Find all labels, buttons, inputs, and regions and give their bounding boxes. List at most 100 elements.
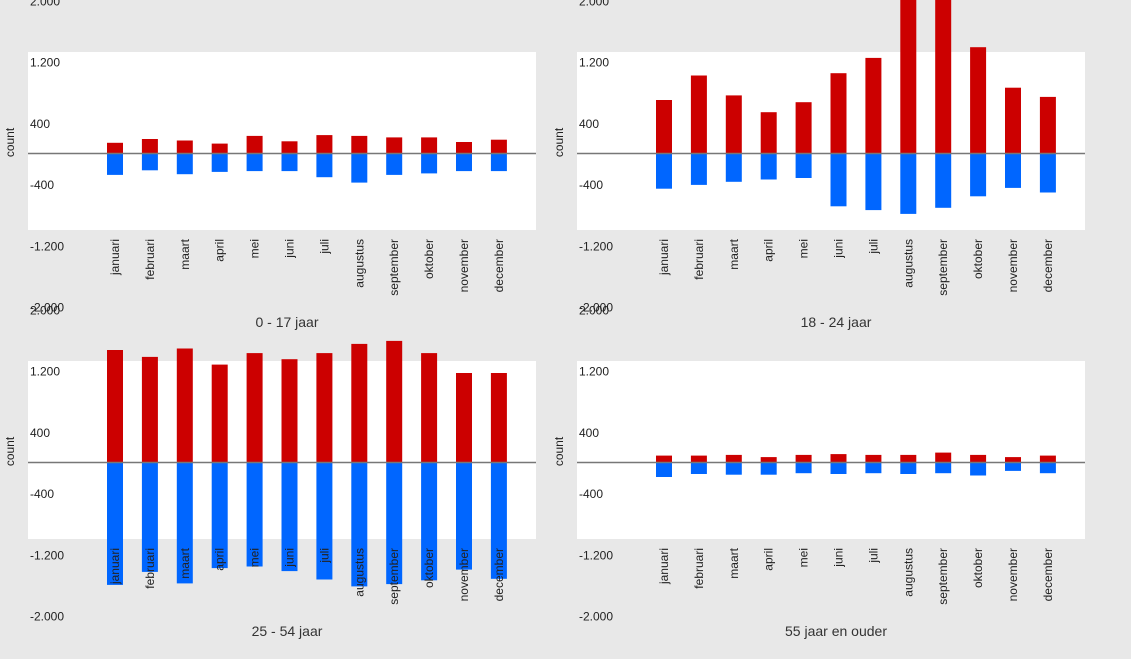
bar-negative-augustus [900, 462, 917, 474]
bar-negative-mei [795, 462, 812, 474]
bar-negative-december [490, 153, 507, 172]
plot-area [28, 52, 536, 230]
bar-negative-juli [865, 153, 882, 211]
bar-positive-juli [316, 135, 333, 154]
x-tick-label: november [1006, 548, 1020, 601]
y-tick-label: -1.200 [30, 239, 64, 253]
x-tick-label: maart [178, 547, 192, 578]
bar-negative-juli [865, 462, 882, 474]
bar-positive-april [760, 457, 777, 463]
bar-positive-maart [176, 140, 193, 154]
chart-panel-3: 2.000 1.200 400 -400 -1.200 -2.000 count januar… [3, 304, 536, 639]
bar-positive-juli [865, 454, 882, 463]
x-tick-label: september [387, 239, 401, 296]
bar-negative-januari [107, 462, 123, 585]
bar-positive-maart [725, 454, 742, 463]
x-tick-label: april [762, 548, 776, 571]
bar-negative-november [456, 153, 472, 172]
x-tick-label: maart [727, 238, 741, 269]
x-tick-label: juni [283, 548, 297, 568]
bar-positive-juli [316, 353, 333, 463]
chart-title: 25 - 54 jaar [252, 623, 323, 639]
bar-positive-januari [107, 350, 123, 463]
bar-negative-april [211, 462, 228, 569]
x-tick-label: augustus [352, 548, 366, 597]
x-tick-label: mei [797, 239, 811, 258]
bar-positive-juni [830, 454, 847, 463]
chart-panel-1: 2.000 1.200 400 -400 -1.200 -2.000 count januar… [3, 0, 536, 330]
x-tick-label: september [387, 548, 401, 605]
bar-negative-januari [656, 462, 672, 477]
y-tick-label: 400 [30, 426, 50, 440]
bar-negative-mei [246, 153, 263, 172]
bar-positive-augustus [900, 0, 917, 154]
y-axis-title: count [3, 127, 17, 157]
x-tick-label: april [762, 239, 776, 262]
bar-negative-december [490, 462, 507, 579]
bar-negative-mei [795, 153, 812, 178]
plot-area [577, 361, 1085, 539]
bar-positive-april [211, 143, 228, 154]
bar-negative-juni [281, 153, 298, 172]
bar-negative-juni [830, 153, 847, 207]
bar-negative-april [760, 153, 777, 180]
bar-negative-mei [246, 462, 263, 567]
y-tick-label: -2.000 [579, 610, 613, 624]
bar-negative-maart [725, 462, 742, 475]
x-tick-label: maart [178, 238, 192, 269]
bar-negative-maart [725, 153, 742, 182]
x-tick-label: februari [143, 239, 157, 280]
bar-negative-februari [690, 462, 707, 474]
bar-positive-oktober [421, 137, 438, 154]
y-axis-title: count [552, 436, 566, 466]
bar-positive-december [1039, 455, 1056, 463]
y-tick-label: -1.200 [579, 239, 613, 253]
bar-positive-mei [795, 102, 812, 154]
bar-positive-december [1039, 96, 1056, 154]
y-tick-label: 400 [30, 117, 50, 131]
y-tick-label: 400 [579, 117, 599, 131]
bar-positive-augustus [900, 454, 917, 463]
bar-negative-september [386, 462, 403, 585]
x-tick-label: oktober [422, 239, 436, 279]
chart-title: 55 jaar en ouder [785, 623, 887, 639]
bar-positive-juni [281, 141, 298, 154]
bar-positive-maart [725, 95, 742, 154]
y-axis-title: count [552, 127, 566, 157]
x-tick-label: januari [657, 239, 671, 276]
x-tick-label: april [213, 239, 227, 262]
bar-positive-januari [656, 100, 672, 154]
bar-negative-augustus [351, 153, 368, 183]
y-tick-label: 2.000 [30, 0, 60, 9]
x-tick-label: juni [832, 239, 846, 259]
bar-negative-september [935, 462, 952, 474]
bar-negative-oktober [970, 153, 987, 197]
x-tick-label: oktober [422, 548, 436, 588]
x-tick-label: september [936, 239, 950, 296]
y-tick-label: -400 [579, 487, 603, 501]
x-tick-label: december [492, 548, 506, 601]
bar-negative-oktober [421, 153, 438, 174]
bar-positive-mei [246, 135, 263, 154]
y-axis-title: count [3, 436, 17, 466]
x-tick-label: maart [727, 547, 741, 578]
chart-panel-4: 2.000 1.200 400 -400 -1.200 -2.000 count januar… [552, 304, 1085, 639]
bar-negative-september [935, 153, 952, 208]
bar-negative-oktober [970, 462, 987, 476]
x-tick-label: januari [108, 239, 122, 276]
bar-positive-augustus [351, 135, 368, 154]
y-tick-label: -1.200 [579, 548, 613, 562]
bar-negative-februari [690, 153, 707, 185]
bar-negative-april [211, 153, 228, 172]
bar-positive-september [386, 137, 403, 154]
bar-positive-april [760, 112, 777, 154]
bar-negative-juli [316, 153, 333, 178]
y-tick-label: 2.000 [579, 0, 609, 9]
bar-positive-oktober [970, 454, 987, 463]
x-tick-label: mei [797, 548, 811, 567]
bar-negative-juni [281, 462, 298, 572]
bar-positive-december [490, 373, 507, 463]
bar-negative-maart [176, 462, 193, 584]
chart-panel-2: 2.000 1.200 400 -400 -1.200 -2.000 count januar… [552, 0, 1085, 330]
